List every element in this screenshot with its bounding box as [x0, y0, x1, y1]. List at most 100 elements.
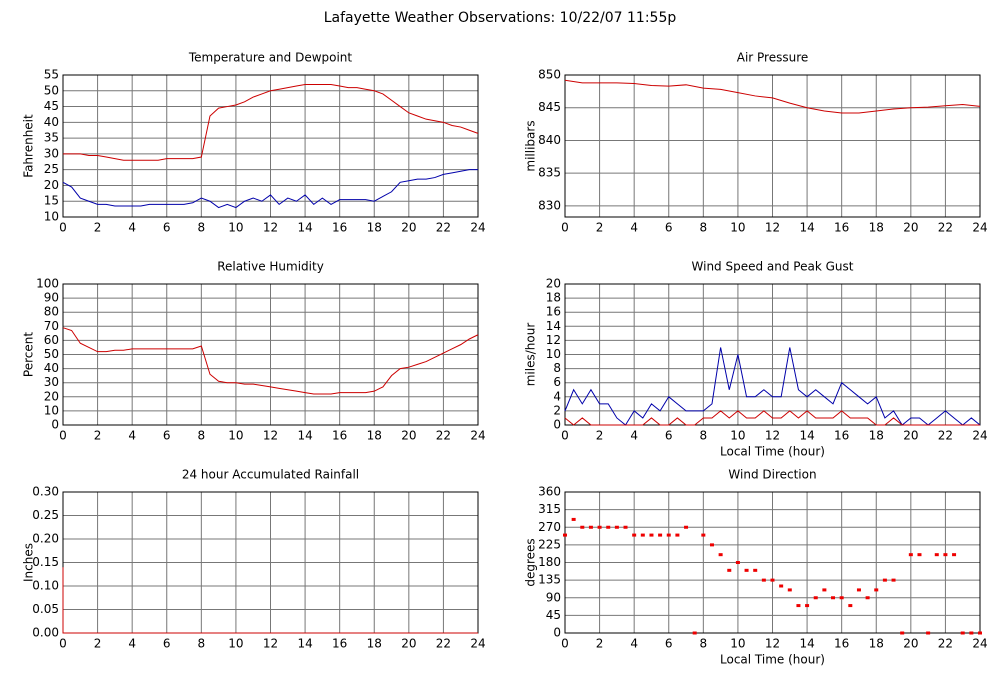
data-point [606, 525, 611, 529]
chart-title: Temperature and Dewpoint [188, 51, 353, 65]
data-line [62, 327, 479, 395]
x-tick-label: 0 [561, 221, 569, 235]
y-axis-label: Inches [22, 543, 36, 582]
data-point [588, 525, 593, 529]
data-point [856, 588, 861, 592]
x-tick-label: 2 [94, 221, 102, 235]
data-point [597, 525, 602, 529]
y-tick-label: 845 [538, 100, 561, 114]
y-tick-label: 360 [538, 485, 561, 499]
y-tick-label: 135 [538, 573, 561, 587]
x-tick-label: 14 [297, 429, 312, 443]
data-point [701, 533, 706, 537]
x-tick-label: 16 [332, 637, 347, 651]
chart-title: Wind Direction [728, 468, 816, 482]
data-line [564, 410, 980, 426]
chart-title: 24 hour Accumulated Rainfall [182, 468, 359, 482]
y-tick-label: 180 [538, 555, 561, 569]
x-tick-label: 16 [332, 429, 347, 443]
data-point [709, 543, 714, 547]
y-tick-label: 0.20 [32, 532, 59, 546]
data-point [839, 596, 844, 600]
x-tick-label: 8 [198, 637, 206, 651]
data-point [632, 533, 637, 537]
x-tick-label: 12 [765, 637, 780, 651]
x-tick-label: 8 [700, 429, 708, 443]
x-tick-label: 22 [436, 221, 451, 235]
x-tick-label: 10 [228, 429, 243, 443]
data-line [62, 169, 478, 209]
x-tick-label: 20 [401, 429, 416, 443]
data-point [640, 533, 645, 537]
x-tick-label: 8 [198, 429, 206, 443]
x-tick-label: 18 [869, 429, 884, 443]
y-tick-label: 0 [553, 418, 561, 432]
plot-frame [62, 283, 479, 426]
y-tick-label: 10 [44, 403, 59, 417]
y-tick-label: 25 [44, 162, 59, 176]
x-tick-label: 8 [198, 221, 206, 235]
x-tick-label: 6 [163, 221, 171, 235]
y-tick-label: 850 [538, 68, 561, 82]
data-line [564, 79, 981, 114]
x-tick-label: 20 [903, 221, 918, 235]
x-tick-label: 18 [367, 221, 382, 235]
x-tick-label: 16 [834, 637, 849, 651]
y-tick-label: 6 [553, 375, 561, 389]
y-tick-label: 18 [546, 291, 561, 305]
data-point [675, 533, 680, 537]
plot-frame [62, 74, 479, 218]
x-tick-label: 8 [700, 637, 708, 651]
y-axis-label: degrees [524, 538, 538, 586]
x-tick-label: 0 [59, 221, 67, 235]
y-tick-label: 0.25 [32, 508, 59, 522]
data-point [563, 533, 567, 537]
x-tick-label: 24 [470, 637, 485, 651]
x-tick-label: 2 [94, 637, 102, 651]
y-tick-label: 12 [546, 333, 561, 347]
x-tick-label: 18 [869, 221, 884, 235]
plot-frame [564, 491, 981, 634]
data-point [623, 525, 628, 529]
y-tick-label: 45 [546, 608, 561, 622]
data-point [848, 604, 853, 608]
y-axis-label: millibars [524, 120, 538, 171]
x-tick-label: 0 [561, 637, 569, 651]
y-tick-label: 10 [44, 210, 59, 224]
x-tick-label: 20 [401, 637, 416, 651]
x-tick-label: 0 [59, 637, 67, 651]
data-point [900, 631, 905, 635]
data-point [796, 604, 801, 608]
data-point [770, 578, 775, 582]
x-tick-label: 2 [596, 429, 604, 443]
x-axis-label: Local Time (hour) [720, 445, 825, 459]
data-point [735, 561, 740, 564]
y-axis-label: Percent [22, 332, 36, 377]
x-tick-label: 18 [367, 429, 382, 443]
y-tick-label: 60 [44, 333, 59, 347]
x-tick-label: 22 [436, 429, 451, 443]
y-tick-label: 8 [553, 361, 561, 375]
y-tick-label: 50 [44, 83, 59, 97]
x-tick-label: 10 [730, 429, 745, 443]
x-tick-label: 14 [799, 637, 814, 651]
x-tick-label: 4 [630, 429, 638, 443]
x-tick-label: 20 [903, 429, 918, 443]
y-tick-label: 0.05 [32, 602, 59, 616]
x-tick-label: 22 [938, 637, 953, 651]
data-point [813, 596, 818, 600]
x-tick-label: 6 [665, 429, 673, 443]
y-tick-label: 0 [553, 626, 561, 640]
data-point [926, 631, 931, 635]
data-point [779, 584, 784, 588]
data-point [831, 596, 836, 600]
y-tick-label: 40 [44, 361, 59, 375]
y-tick-label: 35 [44, 131, 59, 145]
data-point [908, 553, 913, 557]
x-tick-label: 4 [128, 637, 136, 651]
data-point [649, 533, 654, 537]
data-point [865, 596, 870, 600]
x-tick-label: 12 [263, 429, 278, 443]
data-point [761, 578, 766, 582]
